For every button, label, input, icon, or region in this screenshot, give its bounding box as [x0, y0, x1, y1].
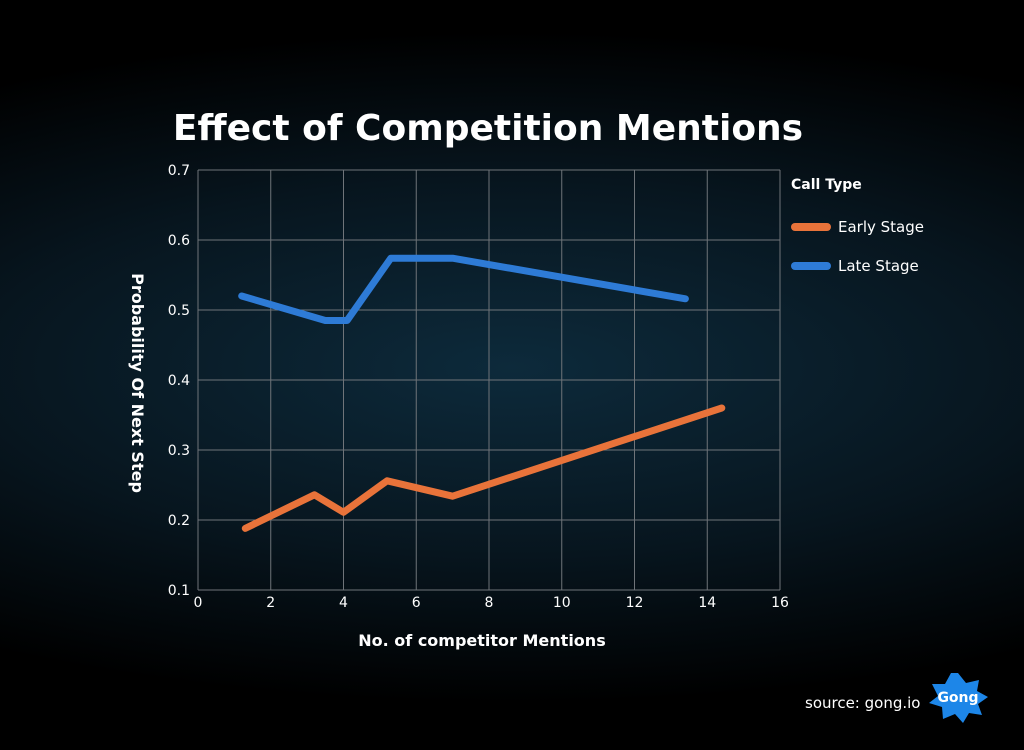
grid-layer [197, 169, 781, 591]
data-point [324, 320, 326, 321]
x-tick-label: 16 [771, 595, 789, 611]
legend-items: Early Stage Late Stage [791, 218, 924, 275]
x-tick-label: 12 [626, 595, 644, 611]
data-point [313, 494, 315, 496]
data-point [244, 527, 246, 529]
series-line-early-stage [241, 404, 726, 532]
data-point [684, 298, 686, 300]
y-tick-label: 0.5 [168, 303, 190, 319]
x-tick-label: 0 [194, 595, 203, 611]
gong-logo-text: Gong [937, 690, 978, 706]
data-point [241, 295, 243, 297]
source-text: source: gong.io [805, 694, 920, 712]
legend-label: Late Stage [838, 257, 919, 275]
x-tick-label: 2 [266, 595, 275, 611]
x-tick-label: 14 [698, 595, 716, 611]
x-axis-label: No. of competitor Mentions [358, 631, 605, 650]
data-point [386, 480, 388, 482]
gong-logo-icon: Gong [929, 673, 988, 723]
data-point [343, 511, 344, 513]
gong-burst-shape [929, 673, 988, 723]
legend-title: Call Type [791, 177, 862, 193]
y-tick-label: 0.4 [168, 373, 190, 389]
data-point [452, 257, 454, 259]
data-point [346, 320, 348, 321]
y-tick-label: 0.3 [168, 443, 190, 459]
x-tick-label: 8 [485, 595, 494, 611]
tick-layer: 0 2 4 6 8 10 12 14 16 0.1 0.2 0.3 0.4 0.5 0.6 0.7 [168, 163, 789, 611]
series-line-late-stage [238, 254, 689, 324]
y-tick-label: 0.7 [168, 163, 190, 179]
data-point [452, 495, 454, 497]
series-layer [238, 254, 726, 532]
y-tick-label: 0.6 [168, 233, 190, 249]
chart-title: Effect of Competition Mentions [173, 108, 803, 149]
x-tick-label: 10 [553, 595, 571, 611]
y-tick-label: 0.1 [168, 583, 190, 599]
x-tick-label: 6 [412, 595, 421, 611]
legend-label: Early Stage [838, 218, 924, 236]
y-tick-label: 0.2 [168, 513, 190, 529]
data-point [721, 407, 723, 409]
data-point [390, 257, 392, 259]
x-tick-label: 4 [339, 595, 348, 611]
y-axis-label: Probability Of Next Step [128, 273, 147, 493]
legend: Call Type Early Stage Late Stage [791, 177, 924, 275]
